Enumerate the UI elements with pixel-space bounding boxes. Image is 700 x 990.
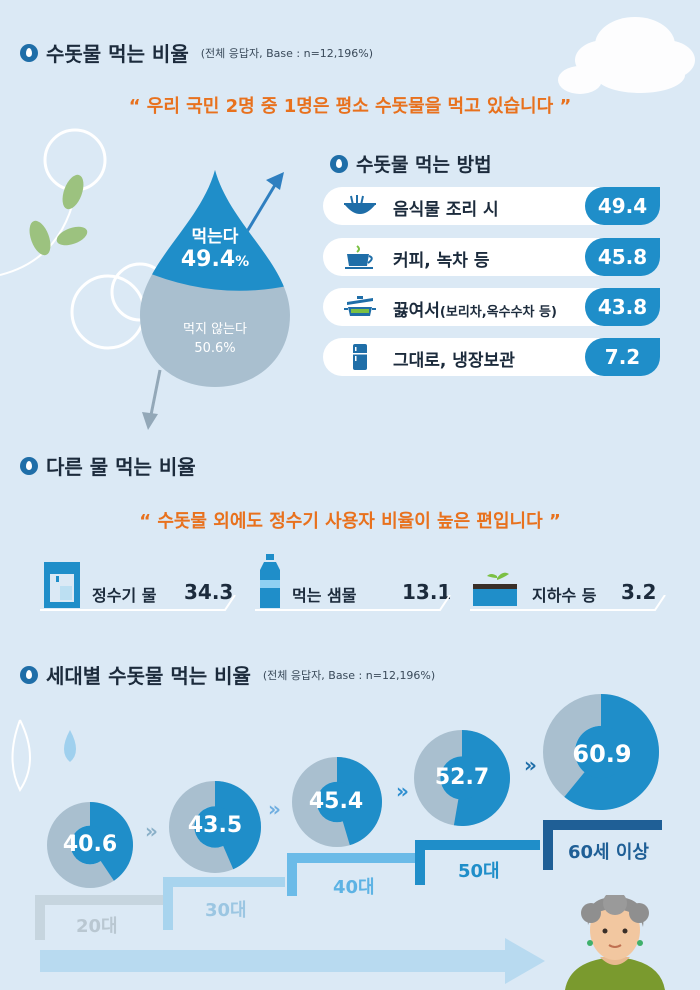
water-purifier-icon [44,562,80,608]
drop-yes-label-group: 먹는다 49.4% [160,222,270,272]
groundwater-icon [473,572,517,606]
donut-value: 60.9 [572,740,632,768]
age-label: 30대 [205,900,247,921]
section-title-text: 세대별 수돗물 먹는 비율 [46,664,251,688]
age-label: 40대 [333,877,375,898]
method-label: 그대로, 냉장보관 [393,351,515,371]
method-label: 끓여서(보리차,옥수수차 등) [393,296,557,321]
drop-yes-unit: % [235,254,250,270]
section-title-tapwater: 수돗물 먹는 비율 (전체 응답자, Base : n=12,196%) [20,38,373,67]
section-title-other-water: 다른 물 먹는 비율 [20,451,196,480]
method-row-coffee: 커피, 녹차 등 45.8 [323,238,660,276]
section-title-generation: 세대별 수돗물 먹는 비율 (전체 응답자, Base : n=12,196%) [20,660,435,689]
section-title-text: 다른 물 먹는 비율 [46,455,196,479]
other-label: 정수기 물 [92,586,157,605]
tea-cup-icon [345,245,373,269]
section-title-text: 수돗물 먹는 비율 [46,42,189,66]
svg-text:»: » [524,753,537,777]
donut-value: 40.6 [62,832,118,857]
donut-segment-20대 [90,802,133,881]
donut-segment-30대 [215,781,262,870]
drop-no-label: 먹지 않는다 [183,322,247,337]
section-subtitle: (전체 응답자, Base : n=12,196%) [200,46,374,60]
method-label: 음식물 조리 시 [393,200,499,220]
drop-no-label-group: 먹지 않는다 50.6% [160,318,270,356]
noodle-bowl-icon [344,195,376,214]
svg-text:»: » [145,819,158,843]
elderly-woman-icon [565,895,665,990]
other-value: 13.1 [402,580,452,604]
method-label-main: 끓여서 [393,301,440,321]
method-value: 49.4 [585,187,660,225]
method-row-boiled: 끓여서(보리차,옥수수차 등) 43.8 [323,288,660,326]
donut-value: 43.5 [187,813,243,838]
method-value: 43.8 [585,288,660,326]
svg-text:»: » [396,779,409,803]
donut-value: 52.7 [434,765,490,790]
donut-segment-40대 [337,757,383,846]
svg-text:»: » [268,797,281,821]
drop-yes-label: 먹는다 [191,227,239,247]
method-row-cooking: 음식물 조리 시 49.4 [323,187,660,225]
methods-title-text: 수돗물 먹는 방법 [356,154,492,176]
other-value: 34.3 [184,580,234,604]
age-label: 20대 [76,916,118,937]
methods-title: 수돗물 먹는 방법 [330,150,492,177]
method-value: 7.2 [585,338,660,376]
donut-center [440,756,484,800]
method-label: 커피, 녹차 등 [393,251,490,271]
water-drop-icon [20,665,38,684]
water-drop-chart [140,170,290,387]
age-label: 60세 이상 [568,842,649,863]
water-drop-icon [20,456,38,475]
drop-yes-value: 49.4 [180,247,236,272]
drop-no-value: 50.6% [194,341,236,356]
method-row-fridge: 그대로, 냉장보관 7.2 [323,338,660,376]
water-drop-icon [330,154,348,173]
donut-value: 45.4 [308,789,364,814]
fridge-icon [353,344,367,370]
quote-headline-2: “ 수돗물 외에도 정수기 사용자 비율이 높은 편입니다 ” [139,511,561,532]
water-bottle-icon [260,554,280,608]
method-value: 45.8 [585,238,660,276]
age-label: 50대 [458,861,500,882]
donut-center [194,806,236,848]
water-drop-icon [20,43,38,62]
other-value: 3.2 [621,580,657,604]
section-subtitle: (전체 응답자, Base : n=12,196%) [262,668,436,682]
other-underlines [40,595,666,611]
other-label: 지하수 등 [532,586,597,605]
donut-center [316,781,358,823]
donut-center [70,825,110,865]
method-label-small: (보리차,옥수수차 등) [439,305,557,320]
donut-center [574,725,628,779]
cloud-icon [558,17,695,94]
quote-headline-1: “ 우리 국민 2명 중 1명은 평소 수돗물을 먹고 있습니다 ” [128,96,572,117]
other-label: 먹는 샘물 [292,586,357,605]
pot-icon [344,296,376,316]
